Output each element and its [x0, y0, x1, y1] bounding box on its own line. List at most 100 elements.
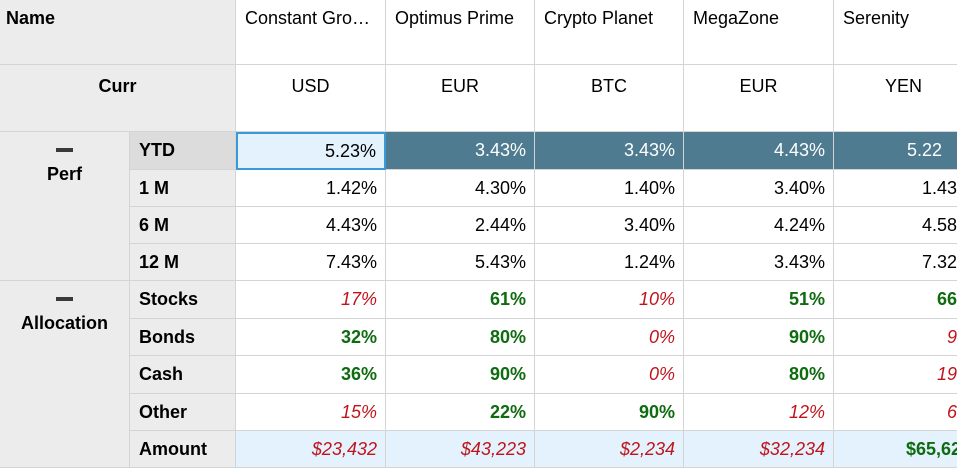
value-cell[interactable]: $23,432	[236, 431, 386, 468]
value-cell[interactable]: 5.22	[834, 132, 957, 170]
value-cell[interactable]: 51%	[684, 281, 834, 319]
value-cell[interactable]: 15%	[236, 394, 386, 431]
cell-value: 3.40%	[773, 177, 825, 198]
cell-value: 5.23%	[324, 140, 376, 161]
cell-value: 2.44%	[474, 214, 526, 235]
value-cell[interactable]: 1.42%	[236, 170, 386, 207]
row-label-ytd[interactable]: YTD	[130, 132, 236, 170]
value-cell[interactable]: 80%	[386, 319, 535, 356]
column-header-crypto-planet[interactable]: Crypto Planet	[535, 0, 684, 65]
row-label-text: Bonds	[139, 326, 195, 347]
value-cell[interactable]: 12%	[684, 394, 834, 431]
column-header-label: MegaZone	[693, 8, 780, 28]
value-cell[interactable]: 2.44%	[386, 207, 535, 244]
value-cell[interactable]: 3.43%	[386, 132, 535, 170]
cell-value: 90%	[489, 364, 526, 384]
value-cell[interactable]: 32%	[236, 319, 386, 356]
cell-value: 0%	[648, 326, 675, 347]
value-cell[interactable]: 10%	[535, 281, 684, 319]
row-label-cash[interactable]: Cash	[130, 356, 236, 394]
cell-value: 6	[947, 401, 957, 422]
value-cell[interactable]: 61%	[386, 281, 535, 319]
cell-value: $23,432	[311, 438, 377, 459]
value-cell[interactable]: 0%	[535, 319, 684, 356]
cell-value: 4.30%	[474, 177, 526, 198]
value-cell[interactable]: 4.43%	[684, 132, 834, 170]
row-label-bonds[interactable]: Bonds	[130, 319, 236, 356]
row-label-1m[interactable]: 1 M	[130, 170, 236, 207]
cell-value: 66	[937, 289, 957, 309]
value-cell[interactable]: 7.32	[834, 244, 957, 281]
value-cell[interactable]: 4.58	[834, 207, 957, 244]
value-cell[interactable]: 3.40%	[684, 170, 834, 207]
value-cell[interactable]: 3.43%	[535, 132, 684, 170]
cell-value: 22%	[489, 401, 526, 422]
row-label-12m[interactable]: 12 M	[130, 244, 236, 281]
value-cell[interactable]: 36%	[236, 356, 386, 394]
value-cell[interactable]: 22%	[386, 394, 535, 431]
column-header-constant-growth[interactable]: Constant Gro…	[236, 0, 386, 65]
column-header-megazone[interactable]: MegaZone	[684, 0, 834, 65]
cell-value: $2,234	[619, 438, 675, 459]
currency-cell: BTC	[535, 65, 684, 132]
value-cell[interactable]: 3.40%	[535, 207, 684, 244]
currency-cell: YEN	[834, 65, 957, 132]
currency-value: BTC	[591, 76, 627, 96]
value-cell[interactable]: $43,223	[386, 431, 535, 468]
value-cell[interactable]: 5.23%	[236, 132, 386, 170]
value-cell[interactable]: 6	[834, 394, 957, 431]
cell-value: 7.43%	[325, 251, 377, 272]
value-cell[interactable]: 4.43%	[236, 207, 386, 244]
value-cell[interactable]: $2,234	[535, 431, 684, 468]
value-cell[interactable]: 17%	[236, 281, 386, 319]
currency-cell: USD	[236, 65, 386, 132]
cell-value: 90%	[638, 401, 675, 422]
value-cell[interactable]: 90%	[684, 319, 834, 356]
value-cell[interactable]: 1.40%	[535, 170, 684, 207]
column-header-label: Optimus Prime	[395, 8, 515, 28]
name-header[interactable]: Name	[0, 0, 236, 65]
group-perf: Perf	[0, 132, 130, 281]
value-cell[interactable]: $32,234	[684, 431, 834, 468]
column-header-serenity[interactable]: Serenity	[834, 0, 957, 65]
row-label-stocks[interactable]: Stocks	[130, 281, 236, 319]
group-allocation: Allocation	[0, 281, 130, 468]
cell-value: $65,62	[906, 438, 957, 459]
column-header-label: Constant Gro…	[245, 8, 371, 28]
value-cell[interactable]: 80%	[684, 356, 834, 394]
minus-icon[interactable]	[56, 297, 73, 301]
value-cell[interactable]: 4.24%	[684, 207, 834, 244]
cell-value: 5.43%	[474, 251, 526, 272]
currency-value: YEN	[884, 76, 922, 96]
value-cell[interactable]: 5.43%	[386, 244, 535, 281]
row-label-amount[interactable]: Amount	[130, 431, 236, 468]
cell-value: 1.24%	[623, 251, 675, 272]
cell-value: 4.43%	[773, 140, 825, 160]
value-cell[interactable]: 90%	[535, 394, 684, 431]
value-cell[interactable]: 90%	[386, 356, 535, 394]
row-label-6m[interactable]: 6 M	[130, 207, 236, 244]
row-label-text: Cash	[139, 364, 184, 384]
value-cell[interactable]: 1.43	[834, 170, 957, 207]
value-cell[interactable]: $65,62	[834, 431, 957, 468]
value-cell[interactable]: 19	[834, 356, 957, 394]
cell-value: $32,234	[759, 438, 825, 459]
value-cell[interactable]: 66	[834, 281, 957, 319]
currency-value: EUR	[440, 76, 479, 96]
value-cell[interactable]: 4.30%	[386, 170, 535, 207]
cell-value: 4.43%	[325, 214, 377, 235]
row-label-other[interactable]: Other	[130, 394, 236, 431]
value-cell[interactable]: 3.43%	[684, 244, 834, 281]
cell-value: 4.24%	[773, 214, 825, 235]
cell-value: 3.43%	[474, 140, 526, 160]
cell-value: 32%	[340, 326, 377, 347]
column-header-optimus-prime[interactable]: Optimus Prime	[386, 0, 535, 65]
value-cell[interactable]: 7.43%	[236, 244, 386, 281]
cell-value: 1.43	[922, 177, 957, 198]
value-cell[interactable]: 9	[834, 319, 957, 356]
minus-icon[interactable]	[56, 148, 73, 152]
currency-value: USD	[291, 76, 330, 96]
value-cell[interactable]: 1.24%	[535, 244, 684, 281]
value-cell[interactable]: 0%	[535, 356, 684, 394]
